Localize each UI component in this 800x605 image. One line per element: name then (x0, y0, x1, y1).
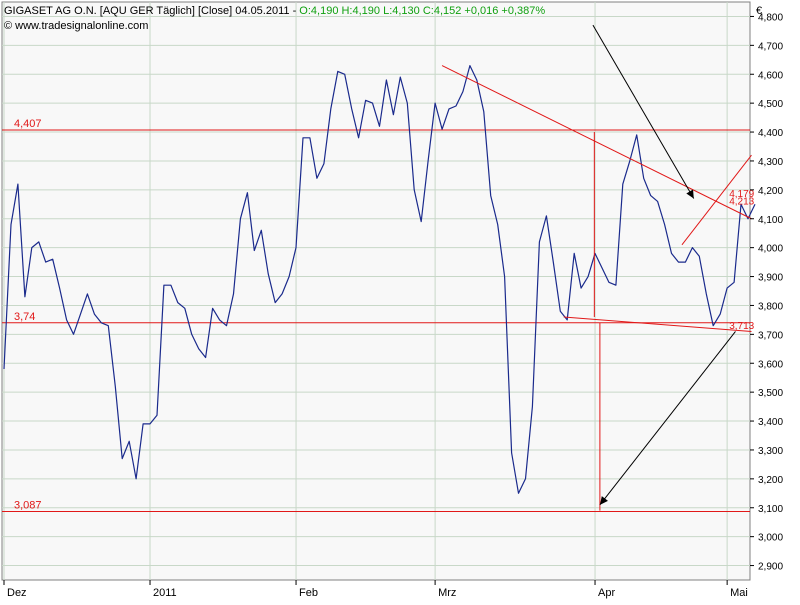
y-tick-label: 3,800 (758, 301, 783, 312)
arrow-head (599, 496, 608, 505)
y-tick-label: 4,400 (758, 128, 783, 139)
y-tick-label: 4,600 (758, 70, 783, 81)
level-label: 3,087 (14, 500, 42, 512)
change-values: C:4,152 +0,016 +0,387% (423, 5, 546, 17)
y-tick-label: 3,900 (758, 273, 783, 284)
y-tick-label: 3,100 (758, 504, 783, 515)
arrow-head (686, 189, 694, 199)
y-tick-label: 3,300 (758, 446, 783, 457)
y-tick-label: 4,000 (758, 244, 783, 255)
x-tick-label: Mrz (438, 587, 456, 599)
point-label: 3,713 (729, 321, 754, 332)
x-tick-label: Feb (299, 587, 318, 599)
y-tick-label: 3,200 (758, 475, 783, 486)
trendline (441, 65, 752, 220)
price-line (3, 64, 756, 494)
currency-label: € (756, 5, 762, 17)
y-tick-label: 4,100 (758, 215, 783, 226)
price-series (3, 64, 756, 494)
point-label: 4,179 (729, 189, 754, 200)
chart-title: GIGASET AG O.N. [AQU GER Täglich] [Close… (4, 5, 299, 17)
y-tick-label: 4,300 (758, 157, 783, 168)
y-tick-label: 3,500 (758, 388, 783, 399)
y-tick-label: 4,700 (758, 41, 783, 52)
x-tick-label: Dez (7, 587, 27, 599)
arrow-line (592, 24, 695, 199)
y-tick-label: 3,400 (758, 417, 783, 428)
y-tick-label: 2,900 (758, 562, 783, 573)
y-axis: 2,900 3,000 3,100 3,200 3,300 3,400 3,500 3,600… (750, 12, 783, 573)
horizontal-levels: 4,407 3,74 3,087 (2, 118, 750, 513)
y-tick-label: 3,700 (758, 330, 783, 341)
copyright-text: © www.tradesignalonline.com (4, 20, 148, 32)
level-label: 4,407 (14, 118, 42, 130)
plot-area[interactable] (1, 1, 751, 581)
header-line: GIGASET AG O.N. [AQU GER Täglich] [Close… (4, 5, 545, 17)
point-label: 4,213 (729, 196, 754, 207)
arrow-line (599, 331, 736, 506)
arrows (592, 24, 736, 506)
grid (2, 2, 750, 580)
x-axis: Dez 2011 Feb Mrz Apr Mai (3, 580, 748, 599)
y-tick-label: 4,500 (758, 99, 783, 110)
y-tick-label: 4,800 (758, 12, 783, 23)
level-label: 3,74 (14, 311, 35, 323)
y-tick-label: 3,600 (758, 359, 783, 370)
y-tick-label: 3,000 (758, 533, 783, 544)
trendline (681, 154, 752, 246)
x-tick-label: Mai (730, 587, 748, 599)
x-tick-label: Apr (598, 587, 615, 599)
trendlines (441, 65, 752, 511)
trendline (563, 316, 752, 332)
ohlc-values: O:4,190 H:4,190 L:4,130 (299, 5, 423, 17)
x-tick-label: 2011 (153, 587, 177, 599)
y-tick-label: 4,200 (758, 186, 783, 197)
